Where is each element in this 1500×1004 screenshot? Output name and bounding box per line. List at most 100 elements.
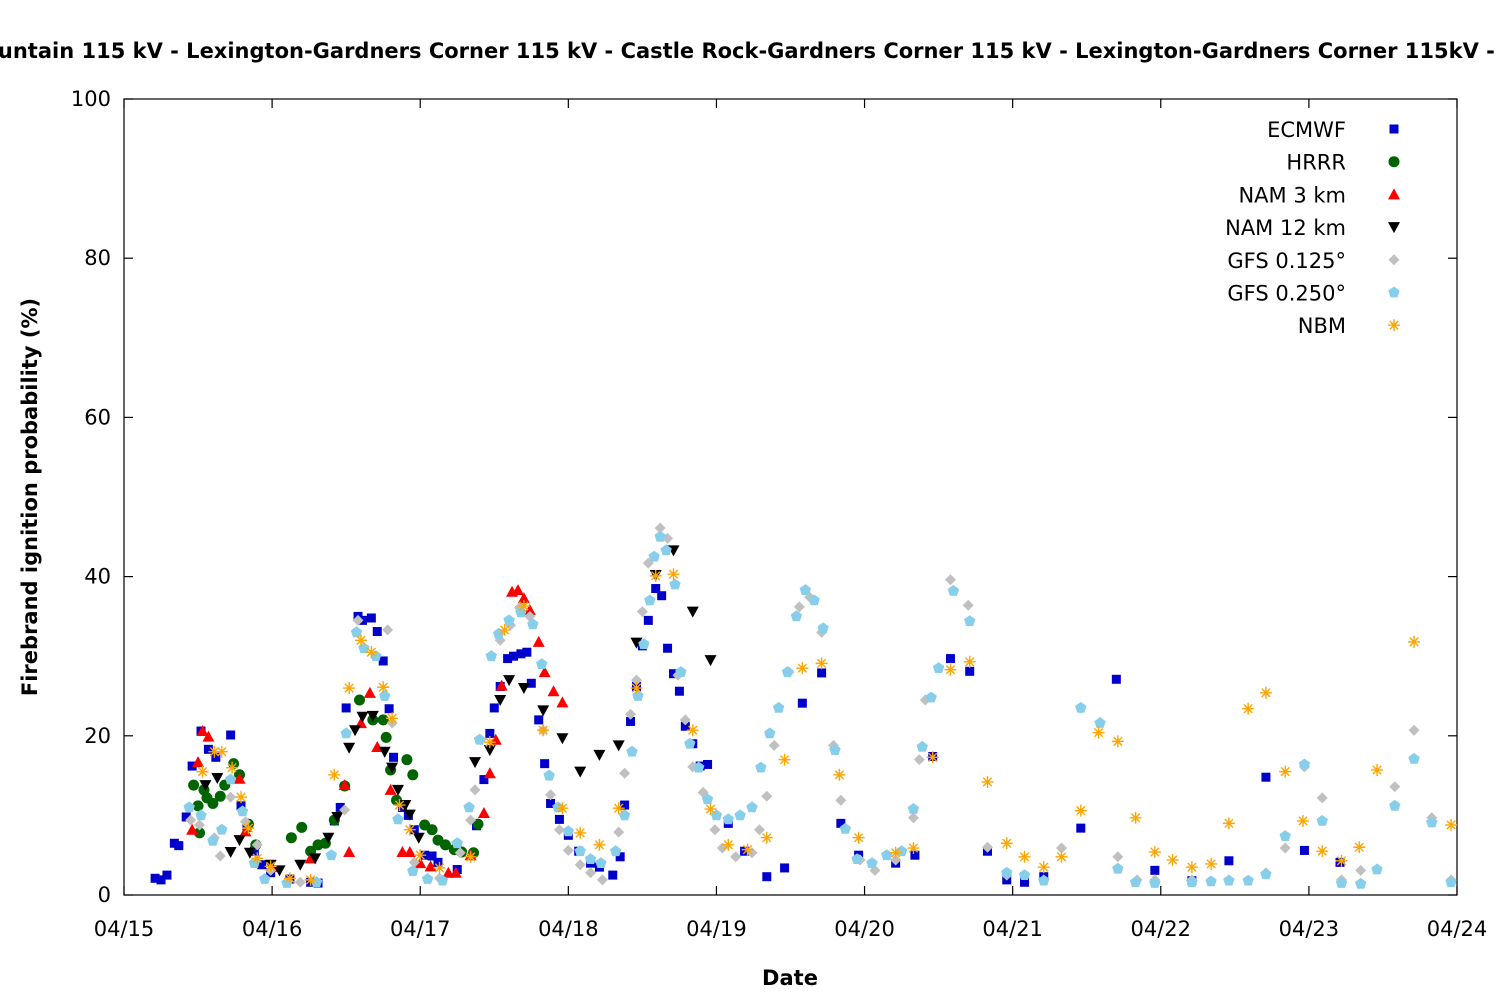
data-point <box>181 812 191 822</box>
data-point <box>730 851 742 863</box>
data-point <box>536 658 548 669</box>
data-point <box>379 690 391 701</box>
data-point <box>235 791 248 804</box>
data-point <box>1222 817 1235 830</box>
data-point <box>523 604 536 616</box>
data-point <box>1020 877 1030 887</box>
data-point <box>186 823 199 835</box>
data-point <box>483 745 496 757</box>
data-point <box>1389 781 1401 793</box>
data-point <box>562 825 574 837</box>
data-point <box>925 691 937 703</box>
data-point <box>1426 816 1438 828</box>
data-point <box>1111 735 1124 748</box>
data-point <box>372 627 382 637</box>
data-point <box>686 724 699 737</box>
data-point <box>907 803 920 814</box>
y-tick-label: 20 <box>84 724 111 748</box>
legend-marker <box>1388 222 1400 234</box>
legend-marker <box>1389 124 1399 134</box>
data-point <box>981 841 993 853</box>
data-point <box>667 568 680 581</box>
data-point <box>472 818 484 830</box>
data-point <box>1018 869 1031 880</box>
data-point <box>192 756 205 768</box>
data-point <box>608 870 618 880</box>
data-point <box>449 866 462 878</box>
data-point <box>907 812 919 824</box>
data-point <box>1185 861 1198 874</box>
data-point <box>511 584 524 596</box>
data-point <box>1205 875 1217 887</box>
data-point <box>187 761 197 771</box>
data-point <box>403 846 416 858</box>
y-tick-label: 0 <box>98 883 111 907</box>
data-point <box>331 811 344 823</box>
data-point <box>1242 874 1254 886</box>
data-point <box>537 705 550 717</box>
data-point <box>469 784 481 796</box>
data-point <box>755 761 767 773</box>
data-point <box>657 591 667 601</box>
data-point <box>1074 804 1087 817</box>
data-point <box>630 674 642 686</box>
data-point <box>485 728 495 738</box>
data-point <box>522 647 532 657</box>
data-point <box>249 846 259 856</box>
data-point <box>469 757 482 769</box>
data-point <box>389 752 399 762</box>
data-point <box>242 822 255 835</box>
data-point <box>734 809 746 821</box>
x-tick-label: 04/21 <box>982 917 1043 941</box>
data-point <box>626 745 638 757</box>
data-point <box>703 759 713 769</box>
data-point <box>817 622 829 634</box>
data-point <box>325 849 338 861</box>
data-point <box>619 767 631 779</box>
data-point <box>574 859 586 871</box>
data-point <box>216 823 228 835</box>
data-point <box>214 790 226 802</box>
data-point <box>401 754 413 766</box>
data-point <box>436 874 449 886</box>
data-point <box>740 846 750 856</box>
data-point <box>386 712 399 725</box>
data-point <box>304 873 317 886</box>
x-tick-label: 04/23 <box>1279 917 1340 941</box>
data-point <box>354 634 367 647</box>
data-point <box>626 716 636 726</box>
data-point <box>1056 842 1068 854</box>
data-point <box>384 783 397 795</box>
data-point <box>251 852 264 865</box>
data-point <box>722 813 734 825</box>
data-point <box>196 725 209 737</box>
data-point <box>1408 752 1420 764</box>
data-point <box>660 544 672 556</box>
data-point <box>829 744 841 755</box>
data-point <box>643 615 653 625</box>
data-point <box>194 827 206 839</box>
data-point <box>427 851 437 861</box>
data-point <box>211 772 224 784</box>
data-point <box>881 849 893 861</box>
data-point <box>574 826 587 839</box>
data-point <box>207 797 219 809</box>
series-nbm <box>196 568 1458 886</box>
legend-label: ECMWF <box>1267 118 1346 142</box>
data-point <box>889 846 902 859</box>
data-point <box>1224 856 1234 866</box>
data-point <box>199 780 212 792</box>
data-point <box>701 793 714 805</box>
legend-label: GFS 0.125° <box>1227 249 1346 273</box>
data-point <box>353 694 365 706</box>
data-point <box>339 804 351 816</box>
data-point <box>224 847 237 859</box>
data-point <box>612 740 625 752</box>
data-point <box>273 865 286 877</box>
data-point <box>378 656 388 666</box>
data-point <box>654 530 666 542</box>
data-point <box>378 746 391 758</box>
data-point <box>183 801 195 813</box>
data-point <box>185 814 197 826</box>
